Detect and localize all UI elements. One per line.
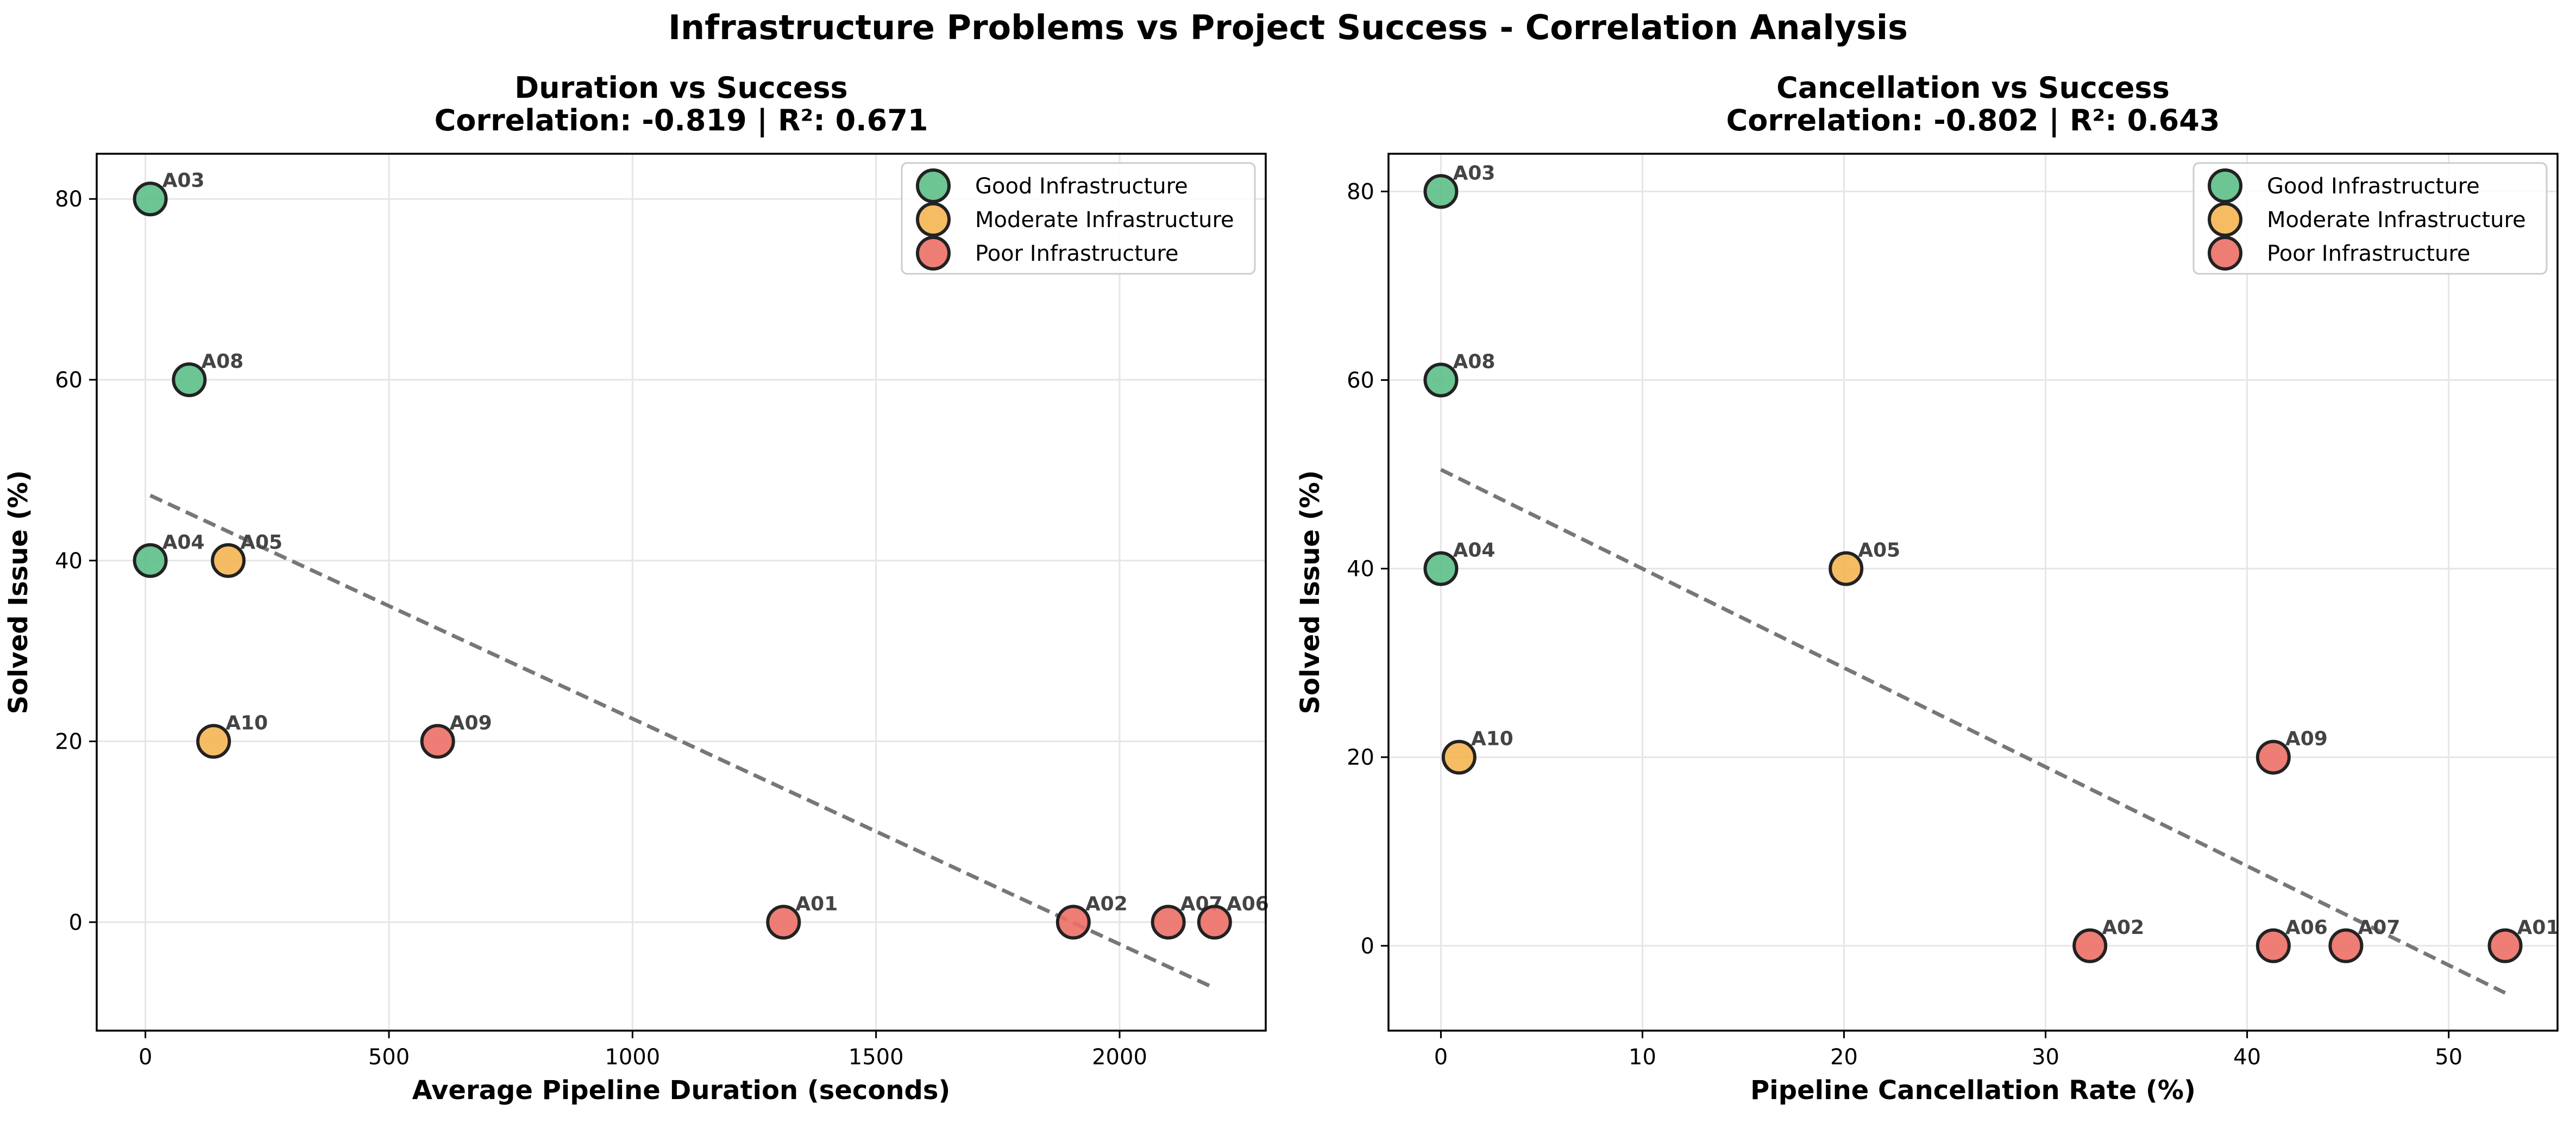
point-label-A04: A04 <box>1453 539 1495 562</box>
x-tick-label: 20 <box>1830 1045 1858 1070</box>
legend-marker-good <box>2208 168 2242 203</box>
trend-line <box>1440 468 2506 995</box>
legend-label-poor: Poor Infrastructure <box>975 241 1179 266</box>
point-A05 <box>1829 551 1864 586</box>
x-axis-label: Pipeline Cancellation Rate (%) <box>1750 1075 2196 1106</box>
point-label-A05: A05 <box>1858 539 1900 562</box>
point-A09 <box>2255 739 2291 775</box>
x-tick-label: 1000 <box>605 1045 660 1070</box>
x-tick-label: 40 <box>2233 1045 2261 1070</box>
x-tick-label: 30 <box>2032 1045 2059 1070</box>
x-tick-label: 1500 <box>849 1045 904 1070</box>
y-tick-label: 60 <box>55 368 83 393</box>
x-tick-label: 50 <box>2435 1045 2462 1070</box>
point-label-A03: A03 <box>1453 162 1495 184</box>
legend-box <box>2192 162 2548 275</box>
point-A07 <box>1151 905 1186 940</box>
x-tick-label: 2000 <box>1092 1045 1147 1070</box>
point-A08 <box>1423 362 1459 398</box>
x-tick-label: 500 <box>368 1045 410 1070</box>
y-axis-label: Solved Issue (%) <box>3 470 34 714</box>
chart-subtitle: Correlation: -0.802 | R²: 0.643 <box>1726 103 2220 137</box>
y-axis-label: Solved Issue (%) <box>1295 470 1325 714</box>
point-A02 <box>2072 928 2108 963</box>
legend: Good Infrastructure Moderate Infrastructu… <box>901 162 1256 275</box>
point-label-A04: A04 <box>162 531 205 554</box>
chart-title: Duration vs Success <box>514 71 847 105</box>
point-A03 <box>1423 174 1459 209</box>
legend-label-good: Good Infrastructure <box>975 174 1188 199</box>
point-label-A09: A09 <box>450 712 492 735</box>
y-tick-label: 20 <box>1347 745 1374 770</box>
chart-title: Cancellation vs Success <box>1776 71 2170 105</box>
legend-marker-moderate <box>916 202 951 237</box>
y-tick-label: 80 <box>55 187 83 212</box>
point-A06 <box>2255 928 2291 963</box>
chart-subtitle: Correlation: -0.819 | R²: 0.671 <box>435 103 928 137</box>
point-A09 <box>420 724 455 759</box>
x-axis-label: Average Pipeline Duration (seconds) <box>412 1075 951 1106</box>
axis-ticks: 0 500 1000 1500 2000 0 20 40 60 80 <box>55 187 1147 1070</box>
point-A02 <box>1055 905 1091 940</box>
point-A08 <box>172 362 207 397</box>
figure-title: Infrastructure Problems vs Project Succe… <box>668 8 1908 47</box>
y-tick-label: 40 <box>55 549 83 574</box>
point-label-A09: A09 <box>2285 728 2328 750</box>
point-label-A01: A01 <box>795 893 838 915</box>
y-tick-label: 40 <box>1347 557 1374 582</box>
y-tick-label: 80 <box>1347 179 1374 204</box>
data-points: A03 A08 A04 A05 A10 A09 A02 A06 A07 A01 <box>1423 162 2560 963</box>
legend-marker-good <box>916 168 951 203</box>
legend-label-good: Good Infrastructure <box>2267 174 2480 199</box>
legend-marker-poor <box>916 236 951 271</box>
legend-box <box>901 162 1256 275</box>
legend: Good Infrastructure Moderate Infrastructu… <box>2192 162 2548 275</box>
point-A03 <box>133 181 168 217</box>
point-A01 <box>2487 928 2523 963</box>
plot-frame <box>96 153 1267 1032</box>
x-tick-label: 0 <box>1434 1045 1448 1070</box>
point-A06 <box>1197 905 1232 940</box>
axis-ticks: 0 10 20 30 40 50 0 20 40 60 80 <box>1347 179 2462 1070</box>
legend-marker-moderate <box>2208 202 2242 237</box>
point-label-A02: A02 <box>1085 893 1128 915</box>
legend-label-poor: Poor Infrastructure <box>2267 241 2471 266</box>
point-A10 <box>196 724 231 759</box>
legend-label-moderate: Moderate Infrastructure <box>2267 208 2526 233</box>
point-A04 <box>133 543 168 578</box>
y-tick-label: 20 <box>55 730 83 755</box>
point-label-A10: A10 <box>225 712 268 735</box>
y-tick-label: 0 <box>1361 934 1374 959</box>
point-label-A08: A08 <box>201 350 243 373</box>
point-label-A01: A01 <box>2517 917 2560 939</box>
point-A01 <box>766 905 801 940</box>
point-label-A08: A08 <box>1453 351 1495 373</box>
y-tick-label: 60 <box>1347 368 1374 393</box>
point-label-A06: A06 <box>1227 893 1269 915</box>
y-tick-label: 0 <box>69 910 83 935</box>
legend-label-moderate: Moderate Infrastructure <box>975 208 1234 233</box>
x-tick-label: 0 <box>139 1045 152 1070</box>
grid <box>1388 154 2558 1031</box>
point-A05 <box>211 543 246 578</box>
point-label-A10: A10 <box>1471 728 1513 750</box>
point-label-A05: A05 <box>240 531 282 554</box>
point-label-A06: A06 <box>2285 917 2328 939</box>
legend-marker-poor <box>2208 236 2242 271</box>
point-A10 <box>1441 739 1477 775</box>
point-A04 <box>1423 551 1459 586</box>
point-label-A07: A07 <box>2358 917 2400 939</box>
point-A07 <box>2328 928 2364 963</box>
x-tick-label: 10 <box>1629 1045 1656 1070</box>
plot-frame <box>1387 153 2559 1032</box>
point-label-A03: A03 <box>162 170 205 192</box>
point-label-A02: A02 <box>2102 917 2144 939</box>
